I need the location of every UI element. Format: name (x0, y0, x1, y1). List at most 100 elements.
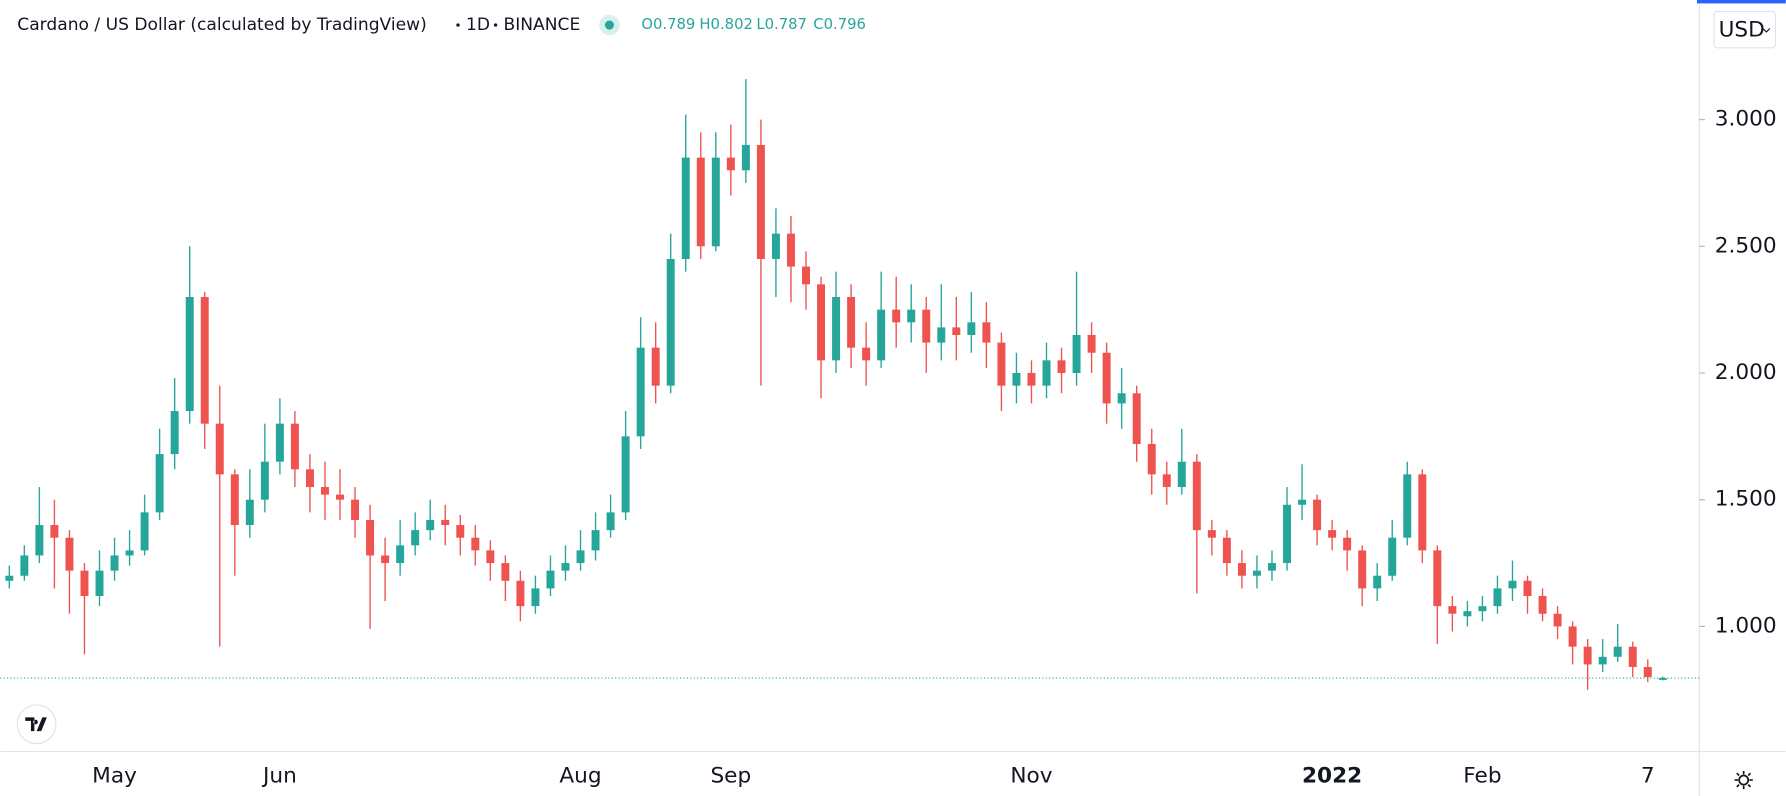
candle-body (80, 570, 89, 596)
x-tick-label: Nov (1010, 764, 1052, 789)
candle-body (952, 327, 961, 335)
candle-body (771, 233, 780, 259)
candle-body (531, 588, 540, 607)
settings-teeth (1734, 770, 1753, 790)
candle-body (907, 309, 916, 323)
candle-body (351, 499, 360, 520)
candle-body (1237, 563, 1246, 576)
candle-body (576, 550, 585, 564)
candle-body (847, 296, 856, 348)
currency-label: USD (1719, 18, 1765, 43)
candle-body (982, 322, 991, 343)
candle-body (922, 309, 931, 343)
candle-body (817, 284, 826, 361)
candle-body (892, 309, 901, 323)
candle-body (230, 474, 239, 526)
interval: 1D (466, 15, 490, 35)
candle-body (35, 525, 44, 556)
candle-body (155, 454, 164, 513)
candle-body (1207, 530, 1216, 538)
candle-body (1192, 461, 1201, 531)
y-tick-label: 1.500 (1715, 487, 1777, 512)
candle-body (1087, 334, 1096, 353)
candle-body (877, 309, 886, 361)
x-tick-label: Feb (1463, 764, 1501, 789)
separator (456, 23, 460, 27)
candle-body (681, 157, 690, 259)
candle-body (305, 469, 314, 488)
candle-body (185, 296, 194, 412)
candle-body (290, 423, 299, 470)
candle-body (1027, 373, 1036, 386)
y-tick-label: 1.000 (1715, 613, 1777, 638)
candle-body (1553, 613, 1562, 627)
x-tick-label: Aug (559, 764, 601, 789)
candle-body (862, 347, 871, 361)
candle-body (711, 157, 720, 247)
candle-body (546, 570, 555, 589)
candle-body (1433, 550, 1442, 607)
candle-body (381, 555, 390, 564)
candle-body (95, 570, 104, 596)
candle-body (1057, 360, 1066, 374)
candle-body (802, 266, 810, 285)
candle-body (756, 144, 765, 259)
separator (493, 23, 498, 27)
candle-body (606, 512, 615, 531)
candle-body (125, 550, 134, 556)
candle-body (170, 411, 179, 455)
candle-body (471, 537, 480, 551)
candle-body (336, 494, 344, 500)
y-tick-label: 3.000 (1715, 107, 1777, 132)
x-tick-label: 2022 (1302, 764, 1362, 789)
candle-body (1568, 626, 1577, 647)
candle-body (621, 436, 630, 513)
candle-body (426, 519, 435, 531)
candle-body (967, 322, 976, 335)
candle-body (1042, 360, 1051, 386)
candle-body (1448, 606, 1457, 614)
logo-button[interactable] (16, 704, 57, 745)
candle-body (1267, 563, 1276, 571)
ohlc-low: L0.787 (756, 16, 807, 33)
currency-caret (1762, 28, 1771, 33)
top-accent (1696, 0, 1786, 4)
candle-body (1343, 537, 1352, 551)
settings-gear (1738, 774, 1750, 786)
settings-icon[interactable] (1734, 770, 1753, 790)
candle-body (1403, 474, 1412, 538)
candle-body (1283, 504, 1291, 564)
candle-body (1072, 334, 1081, 374)
candle-body (741, 144, 750, 171)
candle-body (1102, 352, 1111, 404)
x-tick-label: Jun (261, 764, 297, 789)
candle-body (1598, 656, 1607, 665)
candle-body (245, 499, 254, 526)
candle-body (1658, 678, 1667, 680)
candle-body (832, 296, 841, 361)
candle-body (1478, 606, 1487, 612)
ohlc-open: O0.789 (641, 16, 695, 33)
x-tick-label: 7 (1641, 764, 1655, 789)
candle-body (696, 157, 705, 247)
candle-body (1538, 595, 1547, 614)
candle-body (786, 233, 795, 267)
candle-body (1012, 373, 1021, 386)
candle-body (486, 550, 495, 564)
ohlc-high: H0.802 (699, 16, 753, 33)
candle-body (516, 580, 525, 607)
candle-body (561, 563, 570, 571)
candle-body (1388, 537, 1397, 576)
candle-body (997, 342, 1006, 386)
candle-body (441, 519, 450, 526)
candle-body (1117, 393, 1126, 404)
candle-body (110, 555, 119, 571)
candle-body (1583, 646, 1592, 665)
candle-body (1493, 588, 1502, 607)
candle-body (20, 555, 29, 576)
y-tick-label: 2.500 (1715, 233, 1777, 258)
currency-button[interactable] (1713, 10, 1777, 49)
candle-body (1373, 575, 1382, 589)
candle-body (1252, 570, 1261, 576)
